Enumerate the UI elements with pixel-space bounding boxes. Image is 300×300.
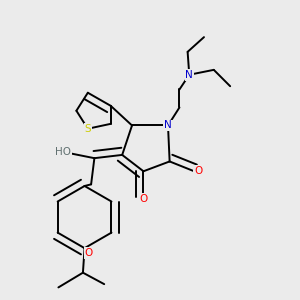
Text: O: O [84, 248, 93, 258]
Text: S: S [85, 124, 91, 134]
Text: O: O [194, 166, 202, 176]
Text: O: O [139, 194, 148, 204]
Text: HO: HO [56, 147, 71, 157]
Text: N: N [185, 70, 193, 80]
Text: N: N [164, 121, 172, 130]
